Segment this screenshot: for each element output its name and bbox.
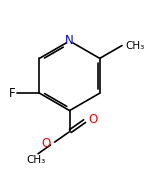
Text: N: N bbox=[65, 35, 74, 47]
Text: CH₃: CH₃ bbox=[125, 40, 145, 50]
Text: O: O bbox=[89, 113, 98, 126]
Text: O: O bbox=[41, 137, 51, 150]
Text: F: F bbox=[9, 87, 16, 100]
Text: CH₃: CH₃ bbox=[26, 155, 45, 165]
